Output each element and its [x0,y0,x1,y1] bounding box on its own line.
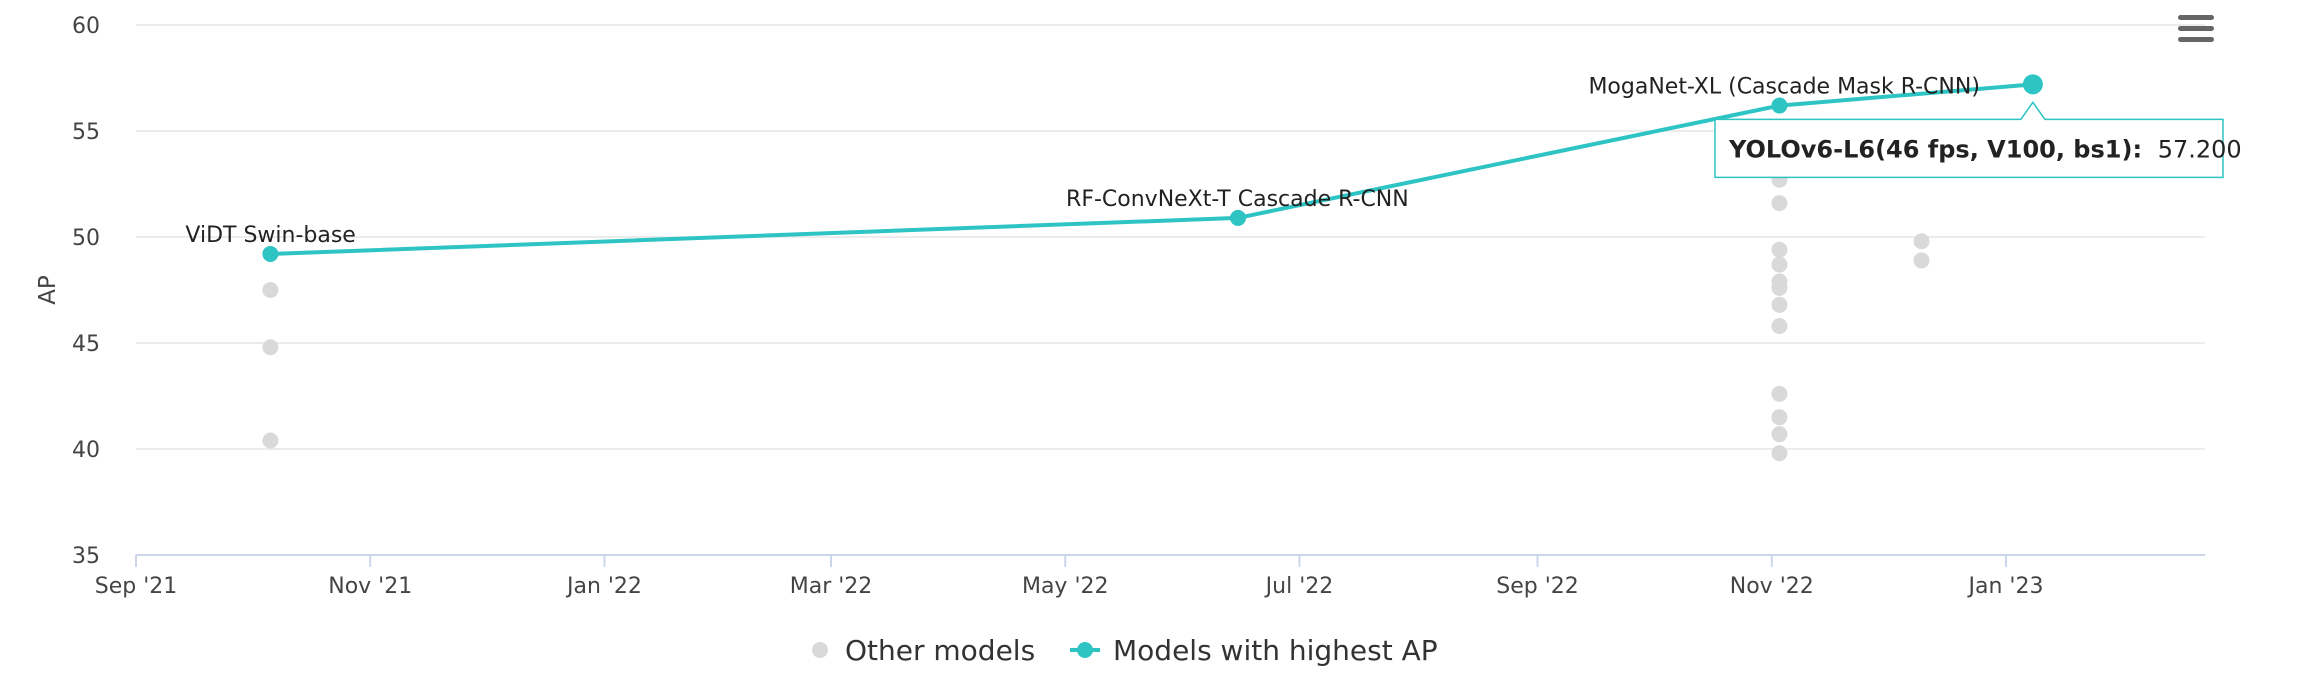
x-tick-label: Sep '21 [95,574,178,599]
other-model-point[interactable] [1913,252,1930,269]
highest-ap-point[interactable] [1230,209,1247,226]
highest-ap-line [270,82,2034,256]
x-tick-label: Mar '22 [790,574,873,599]
y-tick-label: 40 [72,438,100,463]
x-tick-label: Sep '22 [1496,574,1579,599]
y-tick-label: 50 [72,226,100,251]
y-axis: 35 40 45 50 55 60 [72,14,100,569]
legend-label-other-models: Other models [845,634,1035,667]
x-tick-label: May '22 [1022,574,1109,599]
other-model-point[interactable] [1771,279,1788,296]
legend-marker-other-models [812,642,828,658]
x-tick-label: Nov '22 [1730,574,1814,599]
highest-ap-point[interactable] [1771,97,1788,114]
other-model-point[interactable] [1771,241,1788,258]
tooltip-name: YOLOv6-L6(46 fps, V100, bs1): [1728,135,2142,163]
x-tick-label: Jan '23 [1967,574,2044,599]
x-tick-label: Jan '22 [565,574,642,599]
other-model-point[interactable] [262,432,279,449]
series-highest-ap [262,74,2043,262]
legend-item-other-models[interactable]: Other models [812,634,1035,667]
other-model-point[interactable] [1771,318,1788,335]
y-tick-label: 35 [72,544,100,569]
other-model-point[interactable] [1771,445,1788,462]
x-axis: Sep '21 Nov '21 Jan '22 Mar '22 May '22 Jul '… [95,554,2205,599]
tooltip: YOLOv6-L6(46 fps, V100, bs1): 57.200 [1714,101,2242,179]
y-tick-label: 45 [72,332,100,357]
hamburger-menu-icon[interactable] [2175,10,2219,46]
point-label: MogaNet-XL (Cascade Mask R-CNN) [1588,75,1979,100]
highest-ap-point[interactable] [262,245,279,262]
other-model-point[interactable] [1771,256,1788,273]
other-model-point[interactable] [1771,426,1788,443]
y-tick-label: 55 [72,120,100,145]
other-model-point[interactable] [1771,385,1788,402]
legend-label-highest-ap: Models with highest AP [1113,634,1438,667]
legend: Other models Models with highest AP [812,634,1438,667]
highest-ap-point[interactable] [2022,74,2043,95]
other-model-point[interactable] [1771,195,1788,212]
point-label: ViDT Swin-base [185,223,355,248]
x-tick-label: Nov '21 [328,574,412,599]
tooltip-value: 57.200 [2158,135,2242,163]
y-axis-title: AP [35,275,61,305]
other-model-point[interactable] [1771,409,1788,426]
tooltip-box [1714,101,2224,179]
point-labels: ViDT Swin-base RF-ConvNeXt-T Cascade R-CN… [185,75,1980,248]
other-model-point[interactable] [1771,296,1788,313]
other-model-point[interactable] [262,339,279,356]
x-tick-label: Jul '22 [1264,574,1334,599]
other-model-point[interactable] [1913,233,1930,250]
series-other-models [262,171,1930,462]
tooltip-text: YOLOv6-L6(46 fps, V100, bs1): 57.200 [1728,135,2242,163]
point-label: RF-ConvNeXt-T Cascade R-CNN [1066,187,1409,212]
legend-item-highest-ap[interactable]: Models with highest AP [1070,634,1438,667]
other-model-point[interactable] [262,282,279,298]
y-tick-label: 60 [72,14,100,39]
legend-marker-highest-ap [1077,642,1093,658]
